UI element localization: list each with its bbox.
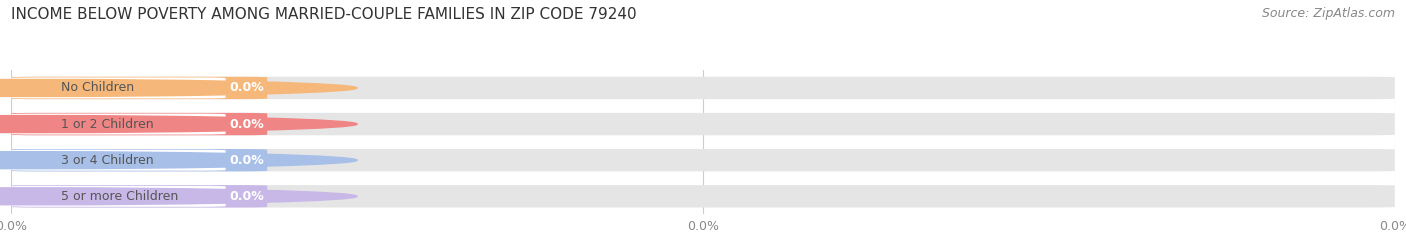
FancyBboxPatch shape [11, 78, 226, 98]
FancyBboxPatch shape [11, 113, 267, 135]
Text: Source: ZipAtlas.com: Source: ZipAtlas.com [1261, 7, 1395, 20]
FancyBboxPatch shape [11, 77, 267, 99]
FancyBboxPatch shape [11, 149, 267, 171]
Text: 5 or more Children: 5 or more Children [60, 190, 179, 203]
Circle shape [0, 152, 357, 169]
Circle shape [0, 188, 357, 205]
Text: 0.0%: 0.0% [229, 190, 264, 203]
Text: 0.0%: 0.0% [229, 82, 264, 94]
FancyBboxPatch shape [11, 77, 1395, 99]
Circle shape [0, 79, 357, 96]
Text: 3 or 4 Children: 3 or 4 Children [60, 154, 153, 167]
FancyBboxPatch shape [11, 185, 1395, 208]
FancyBboxPatch shape [11, 113, 1395, 135]
FancyBboxPatch shape [11, 150, 226, 171]
Circle shape [0, 116, 357, 133]
FancyBboxPatch shape [11, 114, 226, 134]
FancyBboxPatch shape [11, 149, 1395, 171]
Text: INCOME BELOW POVERTY AMONG MARRIED-COUPLE FAMILIES IN ZIP CODE 79240: INCOME BELOW POVERTY AMONG MARRIED-COUPL… [11, 7, 637, 22]
FancyBboxPatch shape [11, 186, 226, 207]
Text: No Children: No Children [60, 82, 134, 94]
FancyBboxPatch shape [11, 185, 267, 208]
Text: 0.0%: 0.0% [229, 154, 264, 167]
Text: 1 or 2 Children: 1 or 2 Children [60, 118, 153, 130]
Text: 0.0%: 0.0% [229, 118, 264, 130]
